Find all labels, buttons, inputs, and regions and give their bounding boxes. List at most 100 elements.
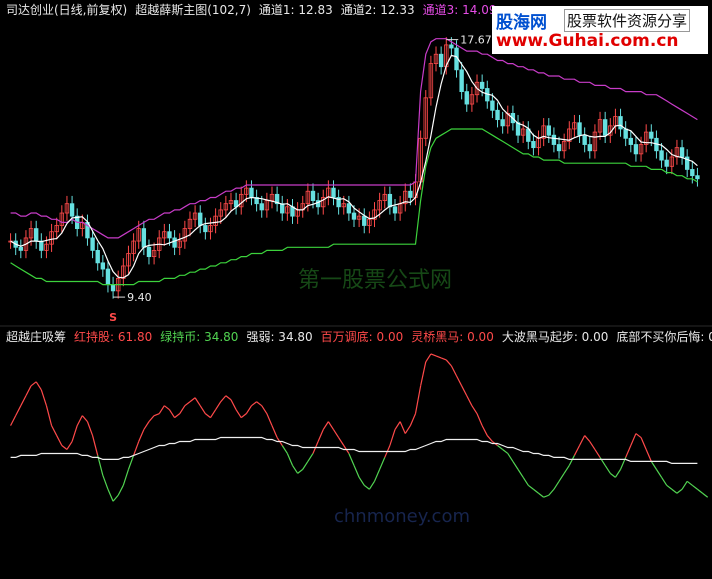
candle-body [121, 265, 126, 279]
hold-line-segment [20, 395, 27, 406]
candle-body [618, 116, 623, 130]
candle-body [567, 128, 572, 142]
hold-line-segment [158, 405, 165, 414]
hold-line-segment [635, 433, 642, 439]
candle-body [28, 228, 34, 239]
hold-line-segment [215, 401, 222, 411]
hold-line-segment [240, 413, 247, 419]
candle-body [100, 262, 106, 270]
cash-line-segment [307, 453, 314, 462]
channel-top-line [10, 38, 698, 239]
candle-body [520, 128, 526, 136]
candle-body [628, 137, 633, 145]
hold-line-segment [425, 353, 432, 363]
hold-line-segment [404, 425, 411, 434]
cash-line-segment [686, 480, 693, 486]
candle-body [438, 53, 444, 68]
cash-line-segment [666, 484, 673, 490]
candle-body [490, 100, 495, 111]
candle-body [469, 94, 475, 105]
candle-body [362, 215, 367, 226]
cash-line-segment [112, 494, 119, 502]
hold-line-segment [30, 381, 37, 387]
candle-body [49, 231, 54, 245]
hold-line-segment [445, 359, 452, 367]
brand-name: 股海网 [496, 13, 547, 33]
hold-line-segment [251, 401, 257, 407]
candle-body [551, 134, 557, 145]
hold-line-segment [414, 385, 422, 414]
candle-body [341, 203, 346, 208]
hold-line-segment [389, 429, 396, 446]
cash-line-segment [363, 484, 370, 490]
candle-body [367, 218, 372, 226]
strength-baseline [10, 436, 698, 464]
cash-line-segment [604, 465, 611, 474]
candle-body [602, 119, 608, 136]
hold-line-segment [450, 365, 458, 377]
candle-body [403, 190, 408, 205]
center-watermark: 第一股票公式网 [298, 268, 453, 293]
brand-watermark: 股海网 股票软件资源分享 www.Guhai.com.cn [492, 6, 708, 54]
candle-body [90, 237, 95, 251]
cash-line-segment [117, 485, 124, 496]
candle-body [203, 225, 208, 233]
candle-body [192, 212, 198, 220]
candle-body [356, 215, 362, 220]
candle-body [141, 228, 147, 248]
cash-line-segment [102, 475, 109, 490]
hold-line-segment [455, 375, 463, 387]
candle-body [690, 169, 695, 177]
high-price-label: 17.67 [460, 34, 492, 47]
cash-line-segment [348, 453, 355, 466]
hold-line-segment [245, 405, 252, 414]
hold-line-segment [476, 413, 483, 426]
hold-line-segment [138, 429, 145, 442]
hold-line-segment [153, 413, 160, 417]
cash-line-segment [681, 480, 688, 490]
cash-line-segment [661, 477, 668, 486]
cash-line-segment [291, 465, 299, 474]
candle-body [695, 175, 700, 180]
candle-body [649, 131, 654, 139]
hold-line-segment [589, 441, 596, 450]
candle-body [274, 193, 280, 205]
hold-line-segment [76, 415, 83, 426]
candle-body [18, 246, 24, 251]
candle-body [254, 197, 259, 205]
bottom-watermark: chnmoney.com [334, 506, 470, 527]
sub-indicator-name: 超越庄吸筹 [6, 330, 67, 344]
hold-line-segment [471, 405, 478, 414]
cash-line-segment [281, 445, 288, 454]
brand-slogan: 股票软件资源分享 [564, 9, 691, 32]
hold-line-segment [179, 405, 186, 414]
candle-body [105, 268, 111, 286]
hold-line-segment [332, 429, 340, 438]
cash-line-segment [614, 469, 622, 478]
candle-body [259, 203, 264, 211]
hold-line-segment [10, 415, 17, 426]
dibu-value: 底部不买你后悔: 0.00 [616, 330, 712, 344]
channel-low-line [10, 128, 698, 286]
cash-line-segment [599, 457, 606, 466]
million-bottom-value: 百万调底: 0.00 [320, 330, 404, 344]
candle-body [408, 190, 413, 198]
candle-body [54, 225, 59, 233]
candle-body [269, 193, 275, 201]
hold-line-segment [266, 413, 273, 426]
hold-line-segment [579, 435, 586, 446]
cash-line-segment [533, 488, 539, 494]
cash-value: 绿持币: 34.80 [160, 330, 239, 344]
brand-url: www.Guhai.com.cn [496, 31, 679, 51]
cash-line-segment [543, 494, 550, 498]
candle-body [587, 144, 592, 152]
hold-line-segment [327, 421, 335, 430]
candle-body [561, 141, 567, 152]
cash-line-segment [553, 480, 560, 490]
hold-line-segment [440, 357, 447, 361]
hold-line-segment [86, 421, 94, 436]
candle-body [151, 249, 157, 258]
cash-line-segment [691, 484, 698, 490]
candle-body [346, 203, 352, 214]
cash-line-segment [507, 453, 514, 462]
